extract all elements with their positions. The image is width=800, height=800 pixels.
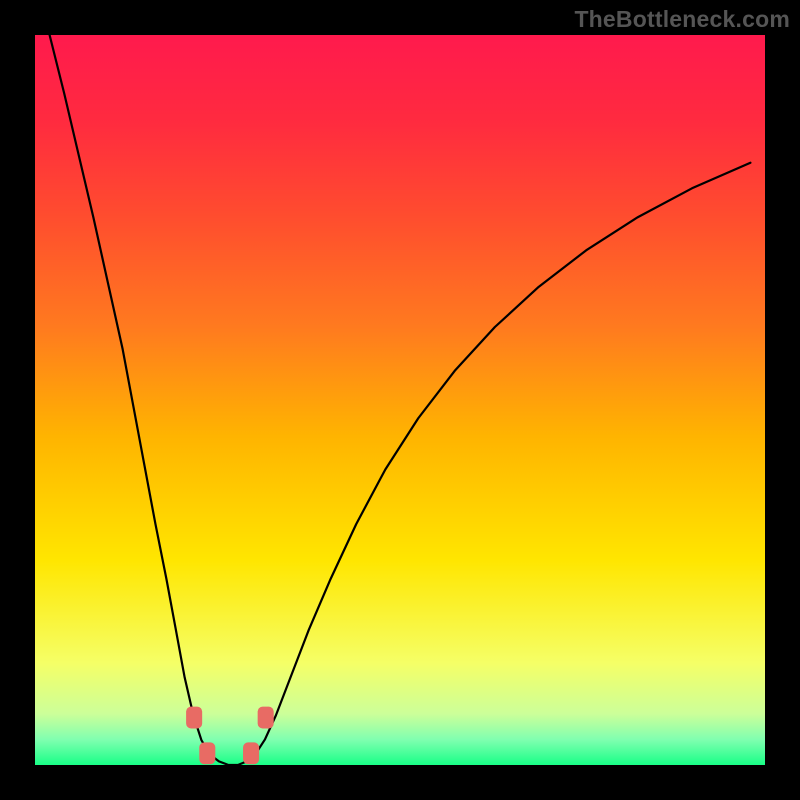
plot-background xyxy=(35,35,765,765)
trough-marker xyxy=(186,707,202,729)
stage: TheBottleneck.com xyxy=(0,0,800,800)
trough-marker xyxy=(258,707,274,729)
trough-marker xyxy=(199,742,215,764)
plot-svg xyxy=(0,0,800,800)
trough-marker xyxy=(243,742,259,764)
